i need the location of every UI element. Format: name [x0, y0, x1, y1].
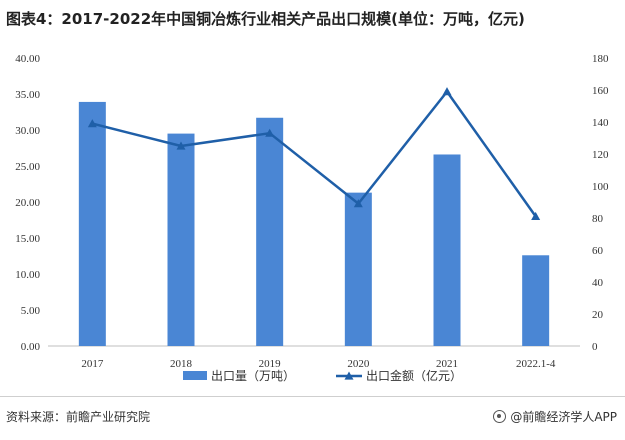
- x-tick-label: 2018: [170, 358, 193, 370]
- left-tick-label: 10.00: [15, 269, 40, 281]
- right-tick-label: 60: [592, 245, 604, 257]
- right-tick-label: 20: [592, 309, 604, 321]
- line-point: [531, 211, 541, 220]
- right-tick-label: 100: [592, 181, 609, 193]
- right-axis: 0 20 40 60 80 100 120 140 160 180: [592, 53, 609, 353]
- chart: 0.00 5.00 10.00 15.00 20.00 25.00 30.00 35.00 40…: [15, 53, 609, 383]
- line-point: [353, 199, 363, 208]
- x-tick-label: 2019: [259, 358, 282, 370]
- legend-bar-swatch: [183, 371, 207, 380]
- x-tick-label: 2017: [81, 358, 104, 370]
- left-tick-label: 0.00: [21, 341, 41, 353]
- source-note: 资料来源：前瞻产业研究院: [6, 410, 151, 424]
- right-tick-label: 160: [592, 85, 609, 97]
- chart-title: 图表4：2017-2022年中国铜冶炼行业相关产品出口规模(单位：万吨，亿元): [6, 10, 525, 28]
- right-tick-label: 180: [592, 53, 609, 65]
- x-tick-label: 2021: [436, 358, 458, 370]
- line-point: [442, 87, 452, 96]
- left-axis: 0.00 5.00 10.00 15.00 20.00 25.00 30.00 35.00 40…: [15, 53, 40, 353]
- line-series-group: [87, 87, 541, 220]
- bar: [522, 255, 550, 346]
- right-tick-label: 140: [592, 117, 609, 129]
- bar: [433, 154, 461, 346]
- left-tick-label: 40.00: [15, 53, 40, 65]
- x-axis: 2017 2018 2019 2020 2021 2022.1-4: [81, 358, 556, 370]
- left-tick-label: 5.00: [21, 305, 41, 317]
- legend: 出口量（万吨） 出口金额（亿元）: [183, 368, 462, 383]
- right-tick-label: 120: [592, 149, 609, 161]
- brand-text: @前瞻经济学人APP: [510, 410, 617, 424]
- line-series: [92, 90, 537, 218]
- bar: [78, 101, 106, 346]
- brand-credit: @前瞻经济学人APP: [493, 408, 617, 425]
- right-tick-label: 0: [592, 341, 598, 353]
- x-tick-label: 2020: [347, 358, 370, 370]
- left-tick-label: 20.00: [15, 197, 40, 209]
- brand-logo-icon: [493, 410, 507, 423]
- bar: [256, 117, 284, 346]
- legend-bar-label: 出口量（万吨）: [211, 369, 295, 383]
- footer-divider: [0, 396, 625, 397]
- right-tick-label: 40: [592, 277, 604, 289]
- left-tick-label: 15.00: [15, 233, 40, 245]
- x-tick-label: 2022.1-4: [516, 358, 556, 370]
- legend-line-label: 出口金额（亿元）: [366, 368, 462, 383]
- legend-line-marker: [344, 371, 354, 380]
- bar: [167, 133, 195, 346]
- bars-group: [78, 101, 550, 346]
- left-tick-label: 35.00: [15, 89, 40, 101]
- left-tick-label: 30.00: [15, 125, 40, 137]
- bar: [344, 192, 372, 346]
- line-point: [176, 141, 186, 150]
- line-point: [87, 119, 97, 128]
- line-point: [265, 128, 275, 137]
- right-tick-label: 80: [592, 213, 604, 225]
- left-tick-label: 25.00: [15, 161, 40, 173]
